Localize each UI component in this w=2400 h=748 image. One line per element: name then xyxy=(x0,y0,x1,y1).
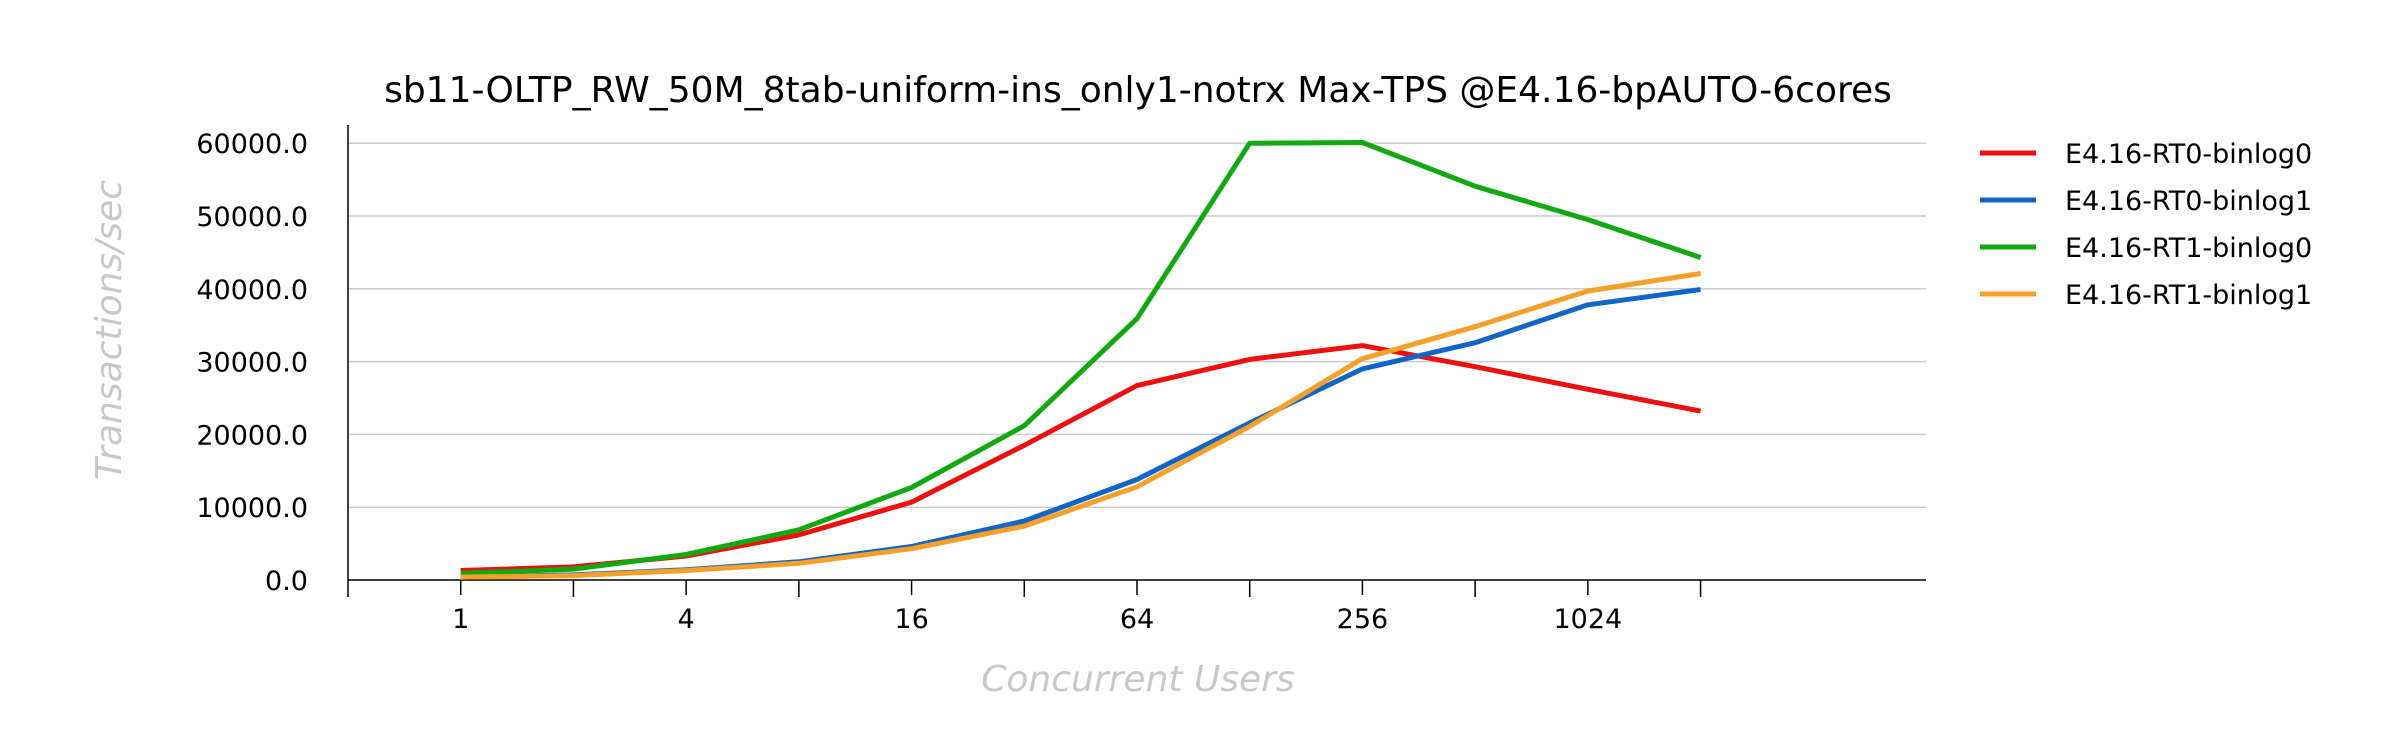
x-tick-label: 1 xyxy=(452,604,469,635)
x-tick-label: 4 xyxy=(678,604,695,635)
legend-label: E4.16-RT1-binlog0 xyxy=(2065,233,2312,264)
x-tick-label: 1024 xyxy=(1553,604,1622,635)
y-tick-label: 50000.0 xyxy=(196,202,308,233)
legend-label: E4.16-RT0-binlog0 xyxy=(2065,139,2312,170)
series-line-e4-16-rt1-binlog1 xyxy=(460,271,1701,580)
y-tick-label: 20000.0 xyxy=(196,420,308,451)
x-tick-label: 256 xyxy=(1337,604,1389,635)
gridlines xyxy=(348,142,1926,508)
legend-label: E4.16-RT0-binlog1 xyxy=(2065,186,2312,217)
chart-title: sb11-OLTP_RW_50M_8tab-uniform-ins_only1-… xyxy=(384,70,1892,111)
y-axis-title: Transactions/sec xyxy=(89,180,130,480)
series-line-e4-16-rt0-binlog1 xyxy=(460,287,1701,580)
y-tick-label: 0.0 xyxy=(265,566,308,597)
x-tick-label: 64 xyxy=(1120,604,1154,635)
y-tick-label: 40000.0 xyxy=(196,275,308,306)
series-line-e4-16-rt0-binlog0 xyxy=(460,343,1702,573)
legend-label: E4.16-RT1-binlog1 xyxy=(2065,280,2312,311)
legend: E4.16-RT0-binlog0 E4.16-RT0-binlog1 E4.16-… xyxy=(1980,139,2312,311)
y-tick-label: 30000.0 xyxy=(196,348,308,379)
axes: 0.0 10000.0 20000.0 30000.0 40000.0 50000.0 60… xyxy=(196,125,1926,635)
x-tick-label: 16 xyxy=(894,604,928,635)
series-lines xyxy=(460,140,1702,580)
series-line-e4-16-rt1-binlog0 xyxy=(460,140,1702,576)
y-tick-label: 60000.0 xyxy=(196,129,308,160)
x-axis-title: Concurrent Users xyxy=(981,659,1295,700)
y-tick-label: 10000.0 xyxy=(196,493,308,524)
